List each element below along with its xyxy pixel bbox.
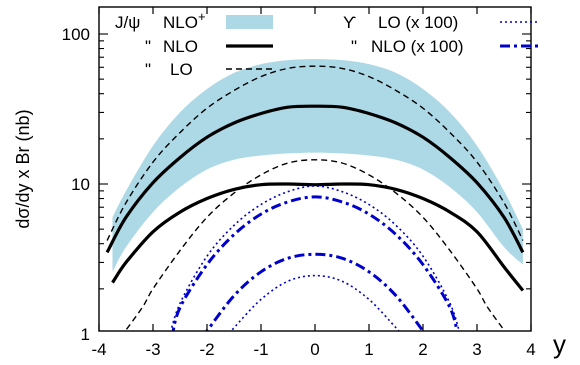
series-jpsi-nlo-plus-band <box>112 59 523 272</box>
legend: J/ψ NLO+ " NLO " LO ϒ LO (x 100) " NLO (x 100) <box>115 9 540 79</box>
legend-jpsi-label: J/ψ <box>115 13 140 32</box>
x-tick-label: -2 <box>199 340 214 359</box>
legend-ditto-mark: " <box>145 37 151 56</box>
legend-label-jpsi-lo: LO <box>170 60 193 79</box>
legend-label-superscript: + <box>198 9 206 24</box>
legend-sample-jpsi-nlo-plus <box>226 15 273 29</box>
x-tick-label: 1 <box>364 340 373 359</box>
x-axis-label: y <box>553 329 566 359</box>
x-tick-label: 0 <box>310 340 319 359</box>
y-tick-label: 10 <box>71 175 90 194</box>
legend-ditto-mark: " <box>351 37 357 56</box>
y-tick-label: 100 <box>62 25 90 44</box>
plot-area <box>105 59 525 331</box>
legend-ditto-mark: " <box>145 60 151 79</box>
legend-label-ups-nlo: NLO (x 100) <box>371 37 464 56</box>
x-tick-label: 3 <box>472 340 481 359</box>
y-axis-label: dσ/dy x Br (nb) <box>13 109 33 228</box>
series-jpsi-nlo-line <box>111 182 525 292</box>
legend-label-jpsi-nlo: NLO <box>163 37 198 56</box>
x-tick-label: 4 <box>526 340 535 359</box>
axes: -4 -3 -2 -1 0 1 2 3 4 1 10 100 <box>62 7 536 359</box>
series-ups-lo-lower-line <box>230 274 401 331</box>
series-ups-nlo-lower-line <box>204 252 426 331</box>
x-tick-label: -3 <box>145 340 160 359</box>
series-jpsi-lo-lower-line <box>124 159 506 331</box>
series-ups-lo-line <box>170 185 460 331</box>
series-ups-nlo-line <box>171 195 459 331</box>
x-tick-label: -4 <box>91 340 106 359</box>
y-tick-label: 1 <box>81 325 90 344</box>
legend-label-ups-lo: LO (x 100) <box>378 13 458 32</box>
series-jpsi-nlo-plus-central-line <box>105 104 525 254</box>
x-tick-label: 2 <box>418 340 427 359</box>
series-jpsi-lo-line <box>106 65 524 241</box>
legend-label-jpsi-nlo-plus: NLO+ <box>163 9 206 32</box>
legend-upsilon-label: ϒ <box>343 13 356 32</box>
x-tick-label: -1 <box>253 340 268 359</box>
